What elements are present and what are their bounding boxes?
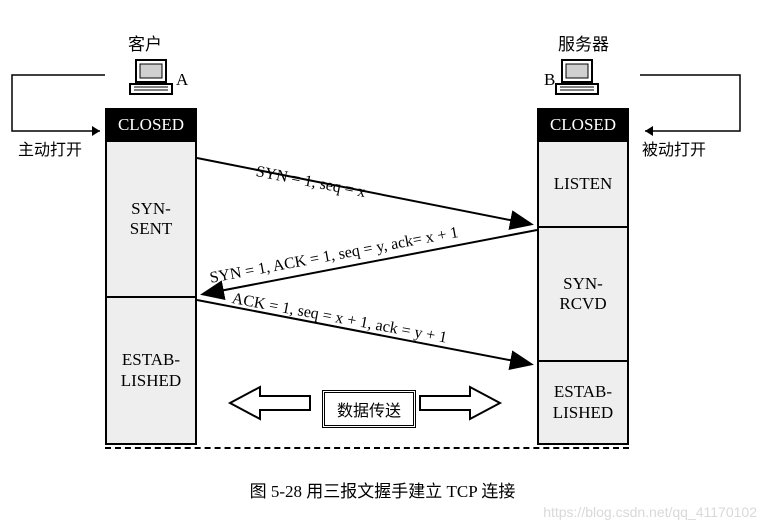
data-transfer-label: 数据传送 [322, 390, 416, 428]
figure-caption: 图 5-28 用三报文握手建立 TCP 连接 [0, 477, 765, 502]
watermark: https://blog.csdn.net/qq_41170102 [543, 504, 757, 520]
baseline-dash [105, 447, 629, 449]
message-arrows [0, 0, 765, 524]
tcp-handshake-diagram: 客户 服务器 A B 主动打开 被动打开 CLOSED SYN- SENT ES… [0, 0, 765, 524]
